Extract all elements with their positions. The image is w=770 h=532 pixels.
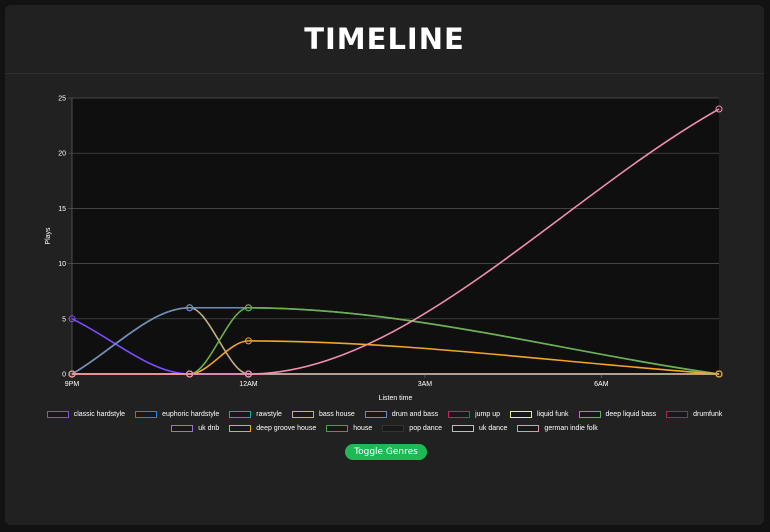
data-point[interactable] [186, 304, 194, 312]
legend-label: rawstyle [256, 410, 282, 418]
data-point[interactable] [186, 370, 194, 378]
y-tick-label: 25 [58, 96, 66, 103]
legend-swatch [509, 410, 532, 418]
legend-label: pop dance [409, 424, 442, 432]
legend-label: house [353, 424, 373, 432]
legend-item[interactable]: rawstyle [229, 410, 282, 418]
legend-label: deep groove house [256, 424, 317, 432]
legend-item[interactable]: liquid funk [509, 410, 569, 418]
data-point[interactable] [244, 370, 252, 378]
timeline-chart: 0 5 10 15 20 25 9PM 12AM 3AM 6AM Listen time Plays [45, 96, 723, 402]
legend-label: classic hardstyle [73, 410, 126, 418]
data-point[interactable] [244, 304, 252, 312]
y-tick-label: 0 [62, 372, 66, 379]
legend-row: classic hardstyle euphoric hardstyle rawst… [5, 407, 764, 421]
legend-swatch [326, 424, 349, 432]
data-point[interactable] [68, 315, 76, 323]
legend-label: bass house [318, 410, 355, 418]
card-header: TIMELINE [5, 5, 764, 74]
legend-swatch [364, 410, 387, 418]
legend-label: liquid funk [536, 410, 569, 418]
legend-swatch [452, 424, 474, 432]
legend-swatch [46, 410, 69, 418]
y-tick-label: 10 [58, 261, 66, 268]
legend-swatch [578, 410, 601, 418]
legend-item[interactable]: german indie folk [517, 424, 598, 432]
legend-item[interactable]: house [326, 424, 373, 432]
y-tick-label: 20 [58, 151, 66, 158]
legend-item[interactable]: deep liquid bass [578, 410, 657, 418]
legend-label: deep liquid bass [605, 410, 657, 418]
legend-swatch [135, 410, 158, 418]
legend-item[interactable]: deep groove house [229, 424, 317, 432]
legend-swatch [448, 410, 471, 418]
data-point[interactable] [68, 370, 76, 378]
page-title: TIMELINE [304, 22, 465, 56]
legend-label: drumfunk [693, 410, 723, 418]
legend-label: uk dance [479, 424, 508, 432]
y-axis-label: Plays [45, 227, 52, 245]
data-point[interactable] [715, 370, 723, 378]
x-tick-label: 12AM [239, 381, 257, 388]
data-point[interactable] [244, 337, 252, 345]
legend-swatch [517, 424, 540, 432]
legend-item[interactable]: drum and bass [364, 410, 439, 418]
legend-label: uk dnb [198, 424, 220, 432]
legend-swatch [666, 410, 689, 418]
legend-swatch [229, 424, 252, 432]
y-tick-label: 5 [62, 316, 66, 323]
x-tick-label: 6AM [594, 381, 609, 388]
legend-label: euphoric hardstyle [162, 410, 220, 418]
legend-item[interactable]: bass house [291, 410, 355, 418]
legend-swatch [229, 410, 252, 418]
legend-item[interactable]: classic hardstyle [46, 410, 126, 418]
chart-layer: 0 5 10 15 20 25 9PM 12AM 3AM 6AM Listen time Plays [45, 96, 723, 402]
legend-label: drum and bass [391, 410, 439, 418]
legend-item[interactable]: drumfunk [666, 410, 723, 418]
legend-row: uk dnb deep groove house house pop dance uk … [5, 421, 764, 435]
legend-swatch [382, 424, 405, 432]
legend-label: german indie folk [544, 424, 598, 432]
plot-area [72, 98, 719, 374]
legend-item[interactable]: uk dnb [171, 424, 220, 432]
legend-item[interactable]: euphoric hardstyle [135, 410, 220, 418]
series-line [72, 108, 720, 375]
legend-item[interactable]: jump up [448, 410, 500, 418]
x-tick-label: 3AM [418, 381, 433, 388]
legend-swatch [291, 410, 314, 418]
timeline-card: TIMELINE 0 5 10 15 20 25 9PM 12AM 3AM 6AM Listen t… [5, 5, 764, 525]
legend-item[interactable]: pop dance [382, 424, 442, 432]
legend-swatch [171, 424, 194, 432]
x-axis-label: Listen time [379, 395, 413, 402]
x-tick-label: 9PM [65, 381, 80, 388]
y-tick-label: 15 [58, 206, 66, 213]
legend-item[interactable]: uk dance [452, 424, 508, 432]
legend-label: jump up [475, 410, 500, 418]
toggle-genres-button[interactable]: Toggle Genres [345, 444, 427, 460]
chart-legend[interactable]: classic hardstyle euphoric hardstyle rawst… [5, 407, 764, 435]
data-point[interactable] [715, 105, 723, 113]
